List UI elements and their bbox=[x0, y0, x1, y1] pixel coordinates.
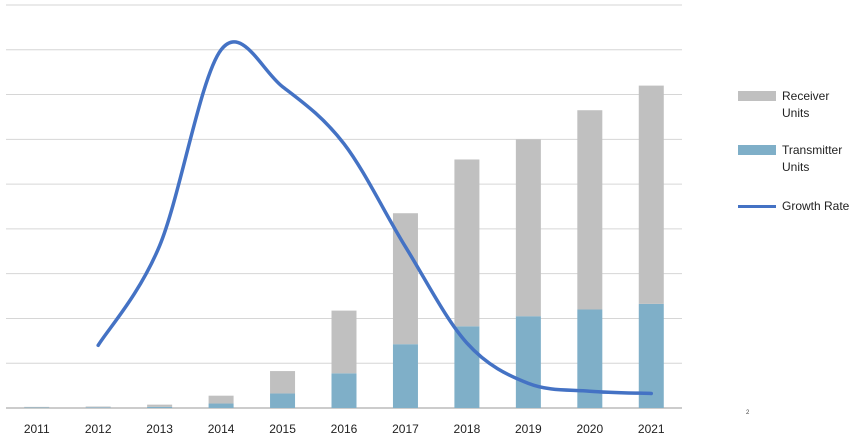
x-tick-label-2020: 2020 bbox=[576, 422, 603, 436]
x-tick-label-2013: 2013 bbox=[146, 422, 173, 436]
bar-receiver-units-2020 bbox=[577, 110, 603, 310]
bar-transmitter-units-2021 bbox=[638, 303, 664, 408]
legend-item-receiver: Receiver Units bbox=[738, 88, 852, 122]
bar-receiver-units-2019 bbox=[515, 139, 541, 317]
bar-receiver-units-2011 bbox=[24, 406, 50, 408]
bar-transmitter-units-2011 bbox=[24, 407, 50, 409]
x-tick-label-2016: 2016 bbox=[331, 422, 358, 436]
x-tick-label-2019: 2019 bbox=[515, 422, 542, 436]
bar-receiver-units-2018 bbox=[454, 159, 480, 327]
legend-swatch-growth bbox=[738, 205, 776, 208]
growth-rate-line bbox=[96, 40, 654, 396]
footnote: 2 bbox=[746, 410, 750, 416]
x-tick-label-2017: 2017 bbox=[392, 422, 419, 436]
bar-receiver-units-2012 bbox=[85, 406, 111, 408]
bar-receiver-units-2016 bbox=[331, 310, 357, 374]
bar-transmitter-units-2013 bbox=[147, 406, 173, 408]
legend-label-growth: Growth Rate bbox=[782, 199, 850, 213]
bar-receiver-units-2015 bbox=[270, 371, 296, 394]
legend-item-growth: Growth Rate bbox=[738, 198, 862, 215]
bar-transmitter-units-2019 bbox=[515, 316, 541, 408]
legend-label-receiver: Receiver Units bbox=[782, 89, 830, 120]
bar-transmitter-units-2017 bbox=[392, 344, 418, 408]
x-tick-label-2015: 2015 bbox=[269, 422, 296, 436]
x-axis-tick-labels: 2011 2012 2013 2014 2015 2016 2017 2018 2019 2020… bbox=[24, 422, 665, 436]
legend-swatch-receiver bbox=[738, 91, 776, 101]
bar-receiver-units-2014 bbox=[208, 395, 234, 404]
bars bbox=[24, 85, 664, 409]
x-tick-label-2012: 2012 bbox=[85, 422, 112, 436]
bar-receiver-units-2021 bbox=[638, 85, 664, 304]
x-tick-label-2011: 2011 bbox=[24, 422, 50, 436]
legend-swatch-transmitter bbox=[738, 145, 776, 155]
x-tick-label-2021: 2021 bbox=[638, 422, 665, 436]
bar-transmitter-units-2016 bbox=[331, 373, 357, 408]
bar-transmitter-units-2015 bbox=[270, 393, 296, 408]
bar-transmitter-units-2018 bbox=[454, 326, 480, 408]
legend-label-transmitter: Transmitter Units bbox=[782, 143, 843, 174]
bar-transmitter-units-2014 bbox=[208, 403, 234, 408]
legend-item-transmitter: Transmitter Units bbox=[738, 142, 852, 176]
bar-transmitter-units-2012 bbox=[85, 407, 111, 408]
x-tick-label-2018: 2018 bbox=[454, 422, 481, 436]
x-tick-label-2014: 2014 bbox=[208, 422, 235, 436]
bar-receiver-units-2013 bbox=[147, 404, 173, 407]
